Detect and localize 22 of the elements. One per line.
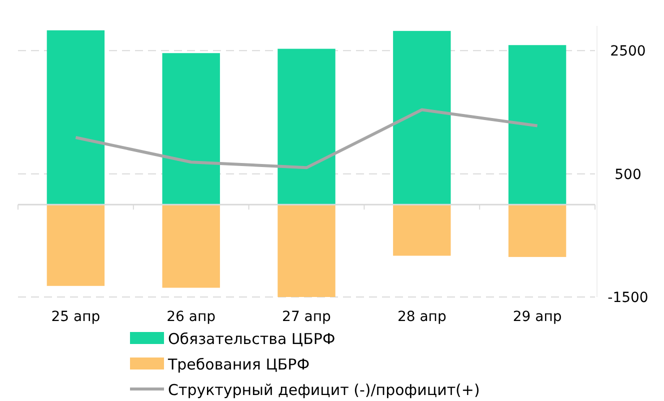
- bar: [393, 30, 451, 205]
- x-tick-label: 25 апр: [51, 309, 100, 325]
- bar: [46, 30, 105, 205]
- legend-label: Структурный дефицит (-)/профицит(+): [168, 381, 480, 399]
- x-tick-label: 29 апр: [512, 309, 562, 325]
- y-tick-label: 500: [614, 166, 642, 183]
- bar: [278, 48, 336, 205]
- bar: [508, 45, 566, 205]
- bar: [46, 204, 105, 286]
- x-tick-label: 27 апр: [282, 309, 332, 325]
- bar: [162, 204, 220, 288]
- bar: [162, 53, 220, 205]
- x-tick-label: 26 апр: [166, 309, 216, 325]
- bar: [278, 204, 336, 297]
- legend-label: Обязательства ЦБРФ: [168, 330, 336, 348]
- legend-label: Требования ЦБРФ: [167, 356, 310, 374]
- x-tick-label: 28 апр: [397, 309, 446, 325]
- y-tick-label: -1500: [608, 290, 648, 306]
- bar: [508, 204, 566, 257]
- line-series: [74, 108, 539, 170]
- y-tick-label: 2500: [610, 44, 646, 60]
- bar: [393, 204, 451, 256]
